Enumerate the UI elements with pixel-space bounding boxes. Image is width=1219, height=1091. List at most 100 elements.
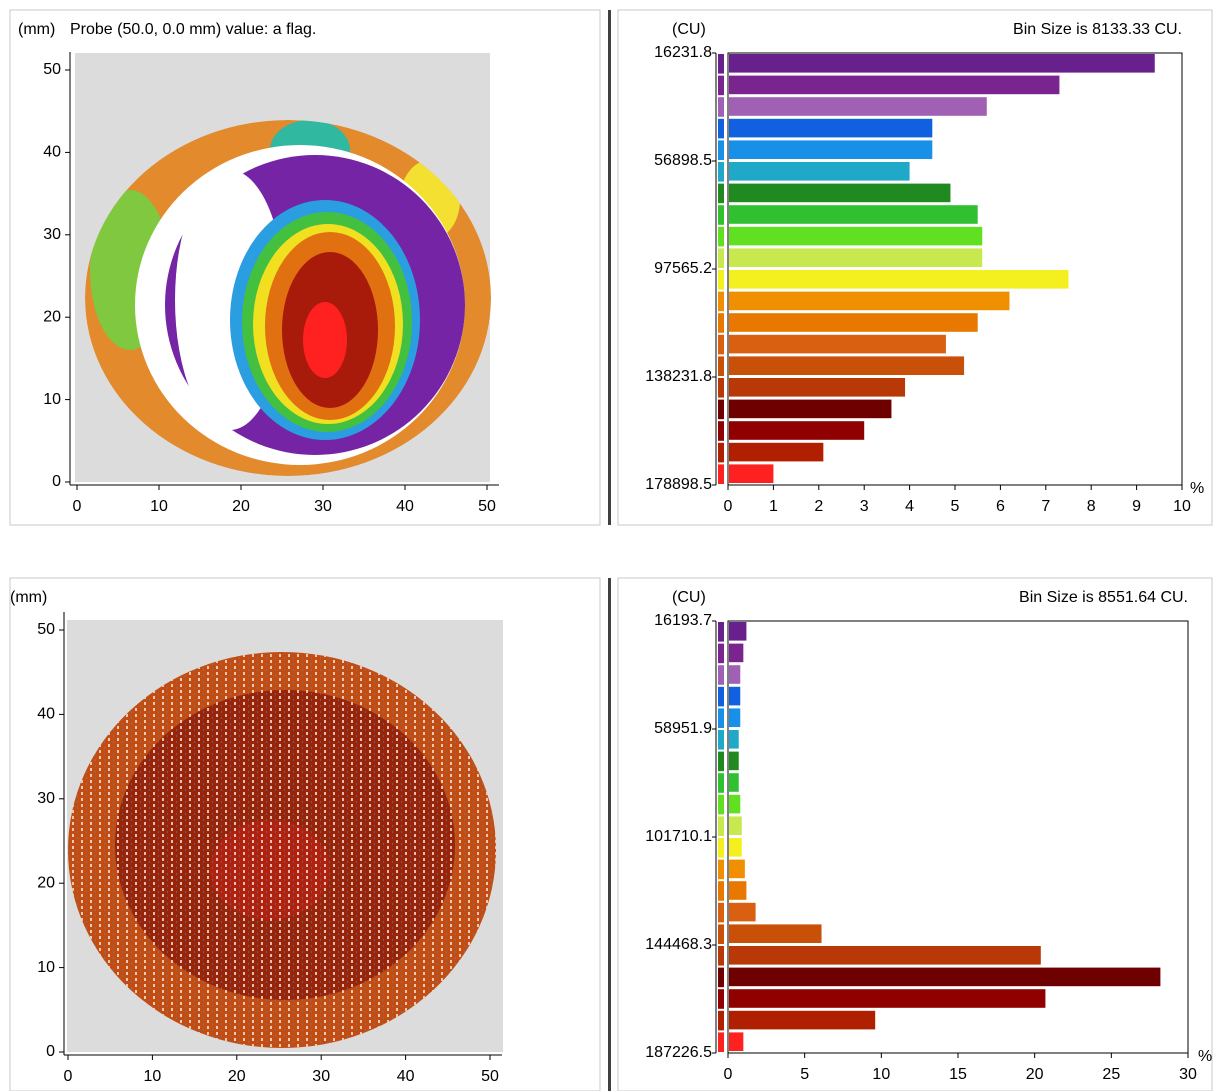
x-tick-label: 10: [144, 1068, 162, 1085]
y-axis-label: (mm): [18, 21, 55, 38]
bar: [729, 989, 1046, 1008]
x-tick-label: 4: [905, 498, 914, 515]
x-tick-label: 10: [150, 498, 168, 515]
color-key: [718, 902, 724, 923]
panel: [617, 9, 1213, 526]
color-key: [718, 442, 724, 463]
bar: [729, 442, 824, 462]
bar: [729, 794, 741, 814]
color-key: [718, 686, 724, 707]
bin-size: Bin Size is 8133.33 CU.: [1013, 21, 1182, 38]
color-key: [718, 118, 724, 139]
y-axis-label: (CU): [672, 21, 706, 38]
y-tick-label: 178898.5: [645, 476, 712, 493]
color-key: [718, 356, 724, 376]
y-tick-label: 40: [43, 144, 61, 161]
color-key: [718, 643, 724, 664]
bar: [729, 881, 747, 900]
bar: [729, 816, 742, 835]
bar: [729, 226, 983, 246]
bar: [729, 140, 933, 159]
x-tick-label: 30: [1179, 1066, 1197, 1083]
color-key: [718, 248, 724, 268]
color-key: [718, 162, 724, 182]
y-tick-label: 20: [43, 308, 61, 325]
color-key: [718, 97, 724, 117]
probe-info: Probe (50.0, 0.0 mm) value: a flag.: [70, 21, 316, 38]
color-key: [718, 291, 724, 312]
x-tick-label: 2: [814, 498, 823, 515]
bar: [729, 334, 946, 354]
color-key: [718, 881, 724, 901]
x-tick-label: 6: [996, 498, 1005, 515]
bar: [729, 902, 756, 922]
bar: [729, 162, 910, 181]
x-tick-label: 25: [1102, 1066, 1120, 1083]
color-key: [718, 183, 724, 204]
x-tick-label: 0: [724, 1066, 733, 1083]
bar: [729, 421, 865, 440]
color-key: [718, 1010, 724, 1031]
color-key: [718, 946, 724, 966]
x-tick-label: 30: [312, 1068, 330, 1085]
color-key: [718, 205, 724, 225]
color-key: [718, 75, 724, 96]
bar: [729, 118, 933, 138]
x-tick-label: 20: [228, 1068, 246, 1085]
color-key: [718, 378, 724, 398]
bar: [729, 464, 774, 483]
wafer-map: [68, 652, 496, 1048]
bar: [729, 270, 1069, 289]
bar: [729, 399, 892, 419]
y-tick-label: 138231.8: [645, 368, 712, 385]
color-key: [718, 399, 724, 420]
bar: [729, 838, 742, 857]
bar: [729, 967, 1161, 987]
bin-size: Bin Size is 8551.64 CU.: [1019, 589, 1188, 606]
x-tick-label: 40: [397, 1068, 415, 1085]
bar: [729, 97, 987, 116]
y-tick-label: 97565.2: [654, 260, 712, 277]
bar: [729, 686, 741, 706]
x-tick-label: 9: [1132, 498, 1141, 515]
y-tick-label: 40: [37, 706, 55, 723]
bar: [729, 643, 744, 663]
x-tick-label: 20: [232, 498, 250, 515]
bar: [729, 356, 965, 375]
y-tick-label: 56898.5: [654, 152, 712, 169]
x-tick-label: 10: [1173, 498, 1191, 515]
y-tick-label: 30: [37, 790, 55, 807]
color-key: [718, 622, 724, 642]
x-tick-label: 40: [396, 498, 414, 515]
bar: [729, 54, 1155, 73]
y-axis-label: (CU): [672, 589, 706, 606]
color-key: [718, 1032, 724, 1052]
bar: [729, 248, 983, 267]
color-key: [718, 751, 724, 772]
y-tick-label: 101710.1: [645, 828, 712, 845]
x-tick-label: 30: [314, 498, 332, 515]
x-tick-label: 5: [800, 1066, 809, 1083]
color-key: [718, 54, 724, 74]
x-tick-label: 7: [1041, 498, 1050, 515]
x-tick-label: 10: [872, 1066, 890, 1083]
color-key: [718, 665, 724, 685]
color-key: [718, 794, 724, 815]
color-key: [718, 730, 724, 750]
y-tick-label: 58951.9: [654, 720, 712, 737]
color-key: [718, 270, 724, 290]
color-key: [718, 313, 724, 333]
color-key: [718, 140, 724, 160]
y-tick-label: 20: [37, 874, 55, 891]
color-key: [718, 838, 724, 858]
color-key: [718, 226, 724, 247]
x-tick-label: 50: [478, 498, 496, 515]
x-tick-label: 15: [949, 1066, 967, 1083]
bar: [729, 730, 739, 749]
color-key: [718, 773, 724, 793]
bar: [729, 859, 745, 879]
bar: [729, 924, 822, 943]
color-key: [718, 859, 724, 880]
color-key: [718, 421, 724, 441]
